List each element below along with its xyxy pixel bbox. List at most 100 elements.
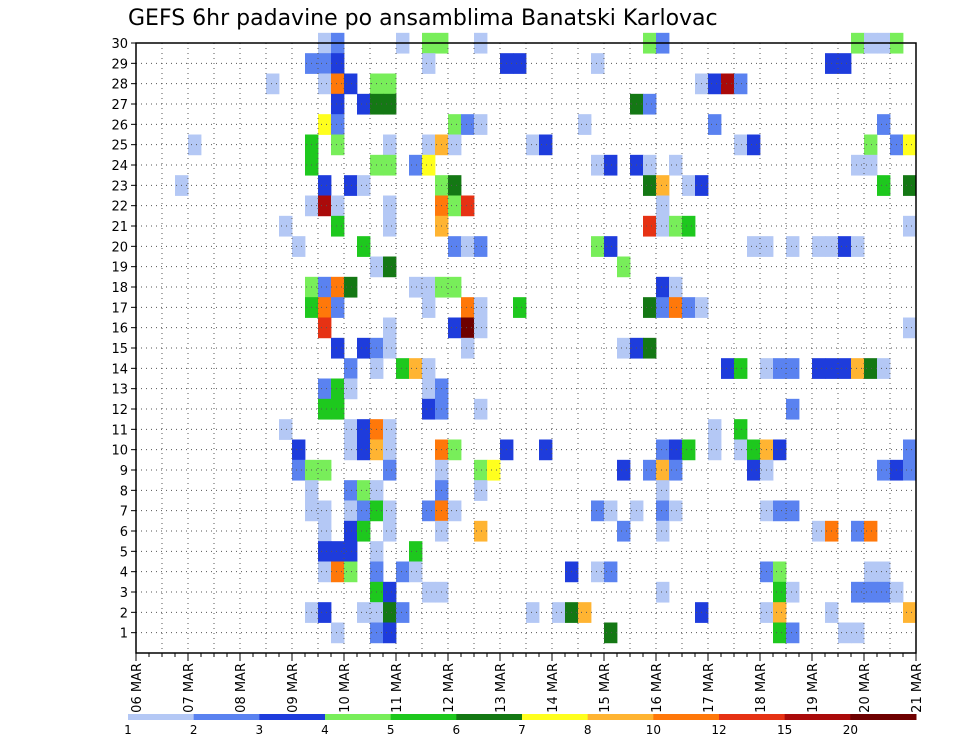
legend-swatch bbox=[325, 714, 392, 720]
heatmap-cell bbox=[279, 419, 293, 440]
heatmap-cell bbox=[591, 53, 605, 74]
legend-label: 4 bbox=[321, 723, 329, 737]
heatmap-cell bbox=[643, 93, 657, 115]
heatmap-cell bbox=[682, 297, 696, 318]
heatmap-cell bbox=[422, 134, 436, 156]
heatmap-cell bbox=[474, 317, 488, 339]
heatmap-cell bbox=[877, 581, 891, 603]
x-tick-label: 12 MAR bbox=[442, 663, 457, 713]
grid-lines bbox=[135, 42, 917, 653]
heatmap-cell bbox=[656, 581, 670, 603]
heatmap-cell bbox=[448, 134, 462, 156]
heatmap-cell bbox=[344, 541, 358, 562]
y-tick-label: 19 bbox=[111, 261, 128, 276]
y-tick-label: 30 bbox=[111, 37, 128, 52]
heatmap-cell bbox=[682, 175, 696, 196]
heatmap-cell bbox=[656, 175, 670, 196]
heatmap-cell bbox=[643, 215, 657, 237]
heatmap-cell bbox=[604, 500, 618, 522]
heatmap-cell bbox=[721, 73, 735, 95]
heatmap-cell bbox=[656, 500, 670, 522]
heatmap-cell bbox=[877, 459, 891, 481]
heatmap-cell bbox=[747, 439, 761, 461]
y-tick-label: 9 bbox=[120, 464, 128, 479]
heatmap-cell bbox=[383, 439, 397, 461]
heatmap-cell bbox=[318, 195, 332, 217]
heatmap-cell bbox=[461, 236, 475, 257]
heatmap-cell bbox=[903, 134, 917, 156]
heatmap-cell bbox=[292, 439, 306, 461]
heatmap-cell bbox=[578, 602, 592, 623]
heatmap-cell bbox=[461, 195, 475, 217]
heatmap-cell bbox=[422, 581, 436, 603]
heatmap-cell bbox=[591, 236, 605, 257]
heatmap-cell bbox=[383, 317, 397, 339]
heatmap-cell bbox=[539, 134, 553, 156]
heatmap-cell bbox=[708, 73, 722, 95]
heatmap-cell bbox=[357, 520, 371, 542]
chart-title: GEFS 6hr padavine po ansamblima Banatski… bbox=[128, 6, 718, 31]
heatmap-cell bbox=[318, 175, 332, 196]
heatmap-cell bbox=[786, 236, 800, 257]
heatmap-cell bbox=[331, 398, 345, 420]
heatmap-cell bbox=[708, 439, 722, 461]
heatmap-cell bbox=[448, 114, 462, 135]
x-tick-label: 14 MAR bbox=[546, 663, 561, 713]
heatmap-cell bbox=[864, 154, 878, 176]
heatmap-cell bbox=[357, 175, 371, 196]
heatmap-cell bbox=[851, 622, 865, 644]
heatmap-cell bbox=[526, 602, 540, 623]
legend-label: 2 bbox=[190, 723, 198, 737]
heatmap-cell bbox=[734, 134, 748, 156]
y-tick-label: 22 bbox=[111, 200, 128, 215]
heatmap-cell bbox=[331, 73, 345, 95]
legend-swatch bbox=[719, 714, 786, 720]
heatmap-cell bbox=[383, 337, 397, 359]
heatmap-cell bbox=[383, 459, 397, 481]
x-tick-label: 11 MAR bbox=[390, 663, 405, 713]
heatmap-cell bbox=[422, 297, 436, 318]
y-tick-label: 24 bbox=[111, 159, 128, 174]
heatmap-cell bbox=[448, 317, 462, 339]
legend: 1 2 3 4 5 6 7 8 10 12 15 20 bbox=[124, 714, 917, 737]
x-tick-label: 20 MAR bbox=[858, 663, 873, 713]
heatmap-cell bbox=[721, 358, 735, 379]
y-tick-label: 23 bbox=[111, 179, 128, 194]
heatmap-cell bbox=[396, 602, 410, 623]
heatmap-cell bbox=[669, 276, 683, 298]
heatmap-cell bbox=[344, 520, 358, 542]
legend-swatch bbox=[390, 714, 457, 720]
heatmap-cell bbox=[903, 317, 917, 339]
y-tick-label: 25 bbox=[111, 139, 128, 154]
heatmap-cell bbox=[851, 520, 865, 542]
heatmap-cell bbox=[331, 114, 345, 135]
heatmap-cell bbox=[773, 602, 787, 623]
x-tick-label: 06 MAR bbox=[130, 663, 145, 713]
heatmap-cell bbox=[656, 459, 670, 481]
heatmap-cell bbox=[591, 561, 605, 583]
heatmap-cell bbox=[747, 459, 761, 481]
heatmap-cell bbox=[318, 459, 332, 481]
heatmap-cell bbox=[656, 276, 670, 298]
heatmap-cell bbox=[786, 358, 800, 379]
heatmap-cell bbox=[474, 520, 488, 542]
y-tick-label: 16 bbox=[111, 322, 128, 337]
heatmap-cell bbox=[838, 358, 852, 379]
heatmap-cell bbox=[383, 581, 397, 603]
heatmap-cell bbox=[409, 154, 423, 176]
heatmap-cell bbox=[422, 358, 436, 379]
heatmap-cell bbox=[851, 154, 865, 176]
heatmap-cell bbox=[383, 602, 397, 623]
heatmap-cell bbox=[318, 398, 332, 420]
heatmap-cell bbox=[461, 114, 475, 135]
heatmap-cell bbox=[357, 500, 371, 522]
heatmap-cell bbox=[422, 53, 436, 74]
heatmap-cell bbox=[383, 500, 397, 522]
heatmap-cell bbox=[331, 93, 345, 115]
heatmap-cell bbox=[318, 541, 332, 562]
heatmap-cell bbox=[448, 195, 462, 217]
heatmap-cell bbox=[318, 378, 332, 400]
heatmap-cell bbox=[318, 276, 332, 298]
heatmap-cell bbox=[877, 114, 891, 135]
heatmap-cell bbox=[773, 500, 787, 522]
